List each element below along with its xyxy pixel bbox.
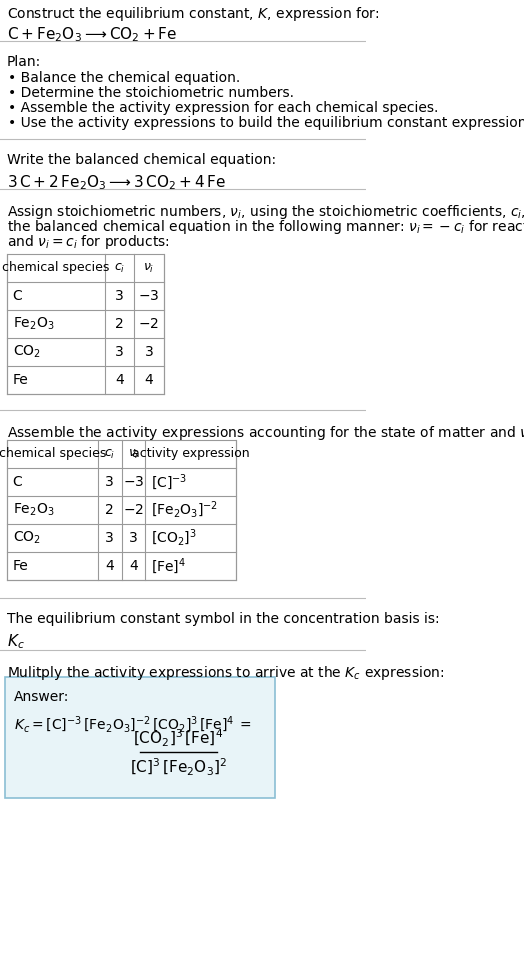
Text: Mulitply the activity expressions to arrive at the $K_c$ expression:: Mulitply the activity expressions to arr… <box>7 664 444 682</box>
Text: $\text{Fe}_2\text{O}_3$: $\text{Fe}_2\text{O}_3$ <box>13 502 54 518</box>
Text: Answer:: Answer: <box>14 690 69 704</box>
Text: $[\text{C}]^{-3}$: $[\text{C}]^{-3}$ <box>151 472 187 492</box>
FancyBboxPatch shape <box>5 677 275 798</box>
Text: • Assemble the activity expression for each chemical species.: • Assemble the activity expression for e… <box>8 101 439 115</box>
Text: chemical species: chemical species <box>2 261 110 275</box>
Text: $-3$: $-3$ <box>123 475 144 489</box>
Text: 3: 3 <box>129 531 138 545</box>
Text: $K_c = [\text{C}]^{-3}\,[\text{Fe}_2\text{O}_3]^{-2}\,[\text{CO}_2]^{3}\,[\text{: $K_c = [\text{C}]^{-3}\,[\text{Fe}_2\tex… <box>14 715 252 735</box>
Text: and $\nu_i = c_i$ for products:: and $\nu_i = c_i$ for products: <box>7 233 170 251</box>
Text: $[\text{C}]^{3}\,[\text{Fe}_2\text{O}_3]^{2}$: $[\text{C}]^{3}\,[\text{Fe}_2\text{O}_3]… <box>130 756 227 777</box>
Text: activity expression: activity expression <box>132 448 249 460</box>
Text: $-2$: $-2$ <box>138 317 159 331</box>
Text: Fe: Fe <box>13 559 28 573</box>
Text: $\text{CO}_2$: $\text{CO}_2$ <box>13 530 40 546</box>
Text: 2: 2 <box>115 317 124 331</box>
Text: $\nu_i$: $\nu_i$ <box>143 261 155 275</box>
Text: $\text{C} + \text{Fe}_2\text{O}_3 \longrightarrow \text{CO}_2 + \text{Fe}$: $\text{C} + \text{Fe}_2\text{O}_3 \longr… <box>7 25 177 43</box>
Text: 3: 3 <box>105 531 114 545</box>
Text: Construct the equilibrium constant, $K$, expression for:: Construct the equilibrium constant, $K$,… <box>7 5 379 23</box>
Text: 3: 3 <box>105 475 114 489</box>
Text: $3\,\text{C} + 2\,\text{Fe}_2\text{O}_3 \longrightarrow 3\,\text{CO}_2 + 4\,\tex: $3\,\text{C} + 2\,\text{Fe}_2\text{O}_3 … <box>7 173 226 191</box>
Text: C: C <box>13 289 23 303</box>
FancyBboxPatch shape <box>7 254 163 394</box>
Text: $-3$: $-3$ <box>138 289 160 303</box>
Text: $[\text{CO}_2]^{3}$: $[\text{CO}_2]^{3}$ <box>151 528 196 548</box>
Text: 4: 4 <box>115 373 124 387</box>
FancyBboxPatch shape <box>7 440 236 580</box>
Text: 3: 3 <box>115 345 124 359</box>
Text: 3: 3 <box>115 289 124 303</box>
Text: 3: 3 <box>145 345 154 359</box>
Text: $[\text{Fe}]^{4}$: $[\text{Fe}]^{4}$ <box>151 556 186 576</box>
Text: $[\text{CO}_2]^{3}\,[\text{Fe}]^{4}$: $[\text{CO}_2]^{3}\,[\text{Fe}]^{4}$ <box>133 727 223 749</box>
Text: Assemble the activity expressions accounting for the state of matter and $\nu_i$: Assemble the activity expressions accoun… <box>7 424 524 442</box>
Text: Write the balanced chemical equation:: Write the balanced chemical equation: <box>7 153 276 167</box>
Text: $-2$: $-2$ <box>123 503 144 517</box>
Text: Assign stoichiometric numbers, $\nu_i$, using the stoichiometric coefficients, $: Assign stoichiometric numbers, $\nu_i$, … <box>7 203 524 221</box>
Text: • Balance the chemical equation.: • Balance the chemical equation. <box>8 71 241 85</box>
Text: $c_i$: $c_i$ <box>114 261 125 275</box>
Text: 4: 4 <box>129 559 138 573</box>
Text: 2: 2 <box>105 503 114 517</box>
Text: $\text{CO}_2$: $\text{CO}_2$ <box>13 344 40 360</box>
Text: $\text{Fe}_2\text{O}_3$: $\text{Fe}_2\text{O}_3$ <box>13 316 54 333</box>
Text: The equilibrium constant symbol in the concentration basis is:: The equilibrium constant symbol in the c… <box>7 612 440 626</box>
Text: the balanced chemical equation in the following manner: $\nu_i = -c_i$ for react: the balanced chemical equation in the fo… <box>7 218 524 236</box>
Text: Fe: Fe <box>13 373 28 387</box>
Text: chemical species: chemical species <box>0 448 106 460</box>
Text: 4: 4 <box>145 373 154 387</box>
Text: C: C <box>13 475 23 489</box>
Text: • Determine the stoichiometric numbers.: • Determine the stoichiometric numbers. <box>8 86 294 100</box>
Text: Plan:: Plan: <box>7 55 41 69</box>
Text: $c_i$: $c_i$ <box>104 448 115 460</box>
Text: $[\text{Fe}_2\text{O}_3]^{-2}$: $[\text{Fe}_2\text{O}_3]^{-2}$ <box>151 500 218 520</box>
Text: $\nu_i$: $\nu_i$ <box>128 448 139 460</box>
Text: • Use the activity expressions to build the equilibrium constant expression.: • Use the activity expressions to build … <box>8 116 524 130</box>
Text: 4: 4 <box>105 559 114 573</box>
Text: $K_c$: $K_c$ <box>7 632 25 651</box>
